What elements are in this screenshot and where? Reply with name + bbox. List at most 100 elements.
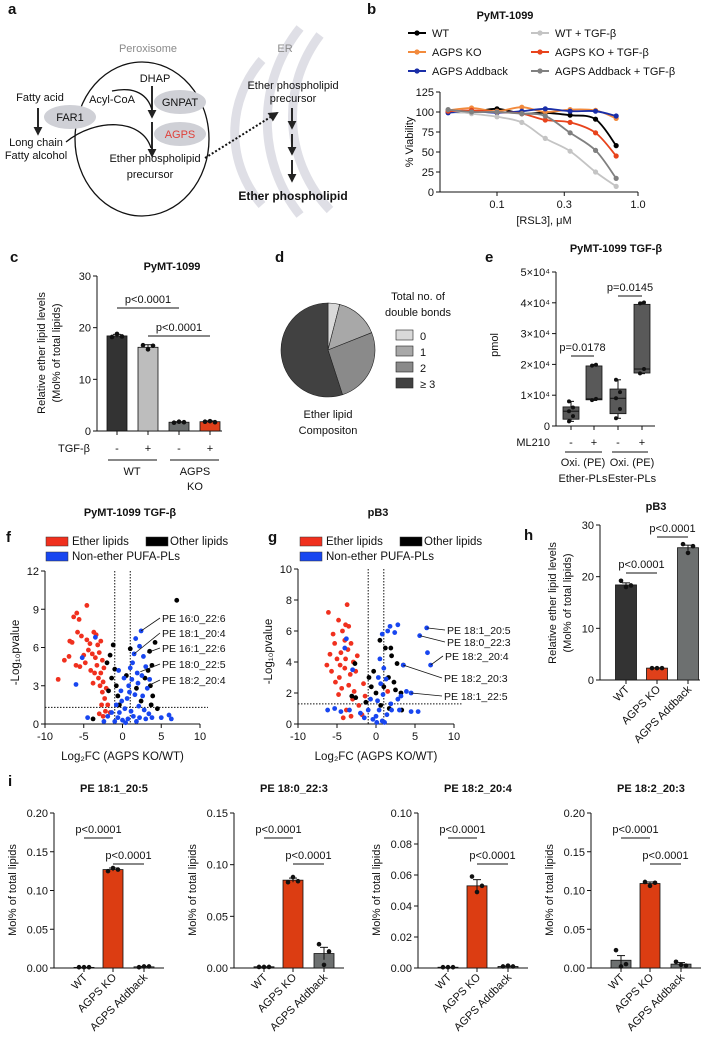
data-point <box>181 419 187 425</box>
p-value-label: p<0.0001 <box>439 824 485 836</box>
y-tick-label: 1×10⁴ <box>520 390 550 402</box>
data-point-non-ether-pufa-pls <box>425 650 430 656</box>
panel-label-g: g <box>268 529 277 546</box>
data-point-non-ether-pufa-pls <box>343 636 349 642</box>
y-axis-label: Mol% of total lipids <box>544 844 556 936</box>
data-point-ether-lipids <box>327 651 333 657</box>
box <box>562 406 580 420</box>
y-tick-label: 0.04 <box>391 901 412 913</box>
group-label: Oxi. (PE) <box>561 457 606 469</box>
bar <box>102 869 124 969</box>
y-tick-label: 0.10 <box>564 886 585 898</box>
data-point-other-lipids <box>113 683 119 689</box>
legend-title: Total no. of <box>391 291 446 303</box>
x-tick-label: 0.3 <box>557 199 572 211</box>
y-axis-label: Mol% of total lipids <box>187 844 199 936</box>
group-label: KO <box>187 481 203 493</box>
data-point-ether-lipids <box>69 640 75 645</box>
bar-chart-9: 0.00 0.02 0.04 0.06 0.08 0.10 p<0.0001 p<0.0001… <box>371 783 528 1034</box>
dhap-label: DHAP <box>140 73 171 85</box>
data-point-ether-lipids <box>101 665 107 671</box>
y-tick-label: 0.00 <box>207 963 228 975</box>
data-point <box>150 343 156 349</box>
long-chain-label: Long chain <box>9 137 63 149</box>
legend-label: 2 <box>420 363 426 375</box>
data-point <box>141 964 147 969</box>
y-tick-label: 0 <box>33 719 39 731</box>
data-point-non-ether-pufa-pls <box>122 706 128 712</box>
y-tick-label: 3×10⁴ <box>520 329 550 341</box>
pie-caption: Ether lipid <box>304 409 353 421</box>
y-tick-label: 0.15 <box>27 847 48 859</box>
data-point-other-lipids <box>112 666 118 672</box>
y-tick-label: 125 <box>416 87 434 99</box>
data-point-ether-lipids <box>87 641 93 647</box>
data-point <box>321 962 327 968</box>
y-tick-label: 2×10⁴ <box>520 359 550 371</box>
data-point-other-lipids <box>393 687 398 693</box>
legend-label: ≥ 3 <box>420 379 435 391</box>
data-point <box>638 371 642 376</box>
y-tick-label: 0.00 <box>391 963 412 975</box>
p-value-label: p<0.0001 <box>469 850 515 862</box>
legend-swatch <box>395 361 414 373</box>
panel-label-e: e <box>485 249 493 266</box>
legend-label: AGPS Addback <box>432 66 508 78</box>
annotation-label: PE 18:1_20:5 <box>447 625 511 637</box>
data-point-ether-lipids <box>356 703 362 708</box>
data-point-other-lipids <box>90 716 96 722</box>
data-point <box>567 399 571 404</box>
legend-swatch <box>299 536 323 547</box>
data-point-ether-lipids <box>97 683 103 689</box>
y-tick-label: 0.15 <box>564 847 585 859</box>
data-point-ether-lipids <box>100 713 106 719</box>
data-point-non-ether-pufa-pls <box>127 689 132 695</box>
data-point-ether-lipids <box>76 617 82 622</box>
panel-label-a: a <box>8 1 17 18</box>
legend-swatch <box>299 551 323 562</box>
legend-label: Non-ether PUFA-PLs <box>326 551 434 563</box>
annotation-label: PE 18:1_22:5 <box>444 691 508 703</box>
data-point-ether-lipids <box>74 610 80 616</box>
condition-sign: + <box>591 437 597 449</box>
data-point-non-ether-pufa-pls <box>387 623 393 629</box>
data-point <box>623 961 629 967</box>
annotation-label: PE 18:2_20:3 <box>444 673 508 685</box>
data-point-ether-lipids <box>71 614 77 620</box>
chart-title: pB3 <box>368 507 389 519</box>
data-point <box>171 420 177 426</box>
data-point-non-ether-pufa-pls <box>149 715 155 721</box>
data-point-ether-lipids <box>346 623 352 629</box>
data-point-non-ether-pufa-pls <box>373 713 379 719</box>
data-point <box>542 117 548 123</box>
data-point <box>86 964 92 970</box>
panel-label-f: f <box>6 529 12 546</box>
condition-sign: - <box>616 437 620 449</box>
data-point-ether-lipids <box>102 696 108 701</box>
data-point <box>542 106 548 112</box>
y-tick-label: 0.05 <box>27 924 48 936</box>
data-point <box>680 541 686 547</box>
data-point <box>613 153 619 159</box>
chart-title: PyMT-1099 <box>477 10 534 22</box>
data-point-non-ether-pufa-pls <box>140 693 146 699</box>
y-tick-label: 0 <box>428 187 434 199</box>
x-category-label: WT <box>70 971 91 992</box>
data-point-ether-lipids <box>338 650 344 656</box>
data-point-other-lipids <box>363 699 369 705</box>
y-tick-label: 0.08 <box>391 839 412 851</box>
er-label: ER <box>277 43 292 55</box>
data-point-ether-lipids <box>330 631 336 637</box>
er-membrane-arc <box>230 57 266 208</box>
data-point <box>469 874 475 879</box>
data-point-non-ether-pufa-pls <box>123 720 128 726</box>
precursor-label-line1: Ether phospholipid <box>109 153 200 165</box>
x-tick-label: 1.0 <box>630 199 645 211</box>
data-point-ether-lipids <box>346 682 352 688</box>
data-point <box>614 377 618 382</box>
data-point-non-ether-pufa-pls <box>375 698 380 704</box>
data-point-ether-lipids <box>362 693 368 699</box>
er-membrane-arc <box>288 32 334 214</box>
data-point <box>638 301 642 306</box>
chart-title: pB3 <box>646 501 667 513</box>
